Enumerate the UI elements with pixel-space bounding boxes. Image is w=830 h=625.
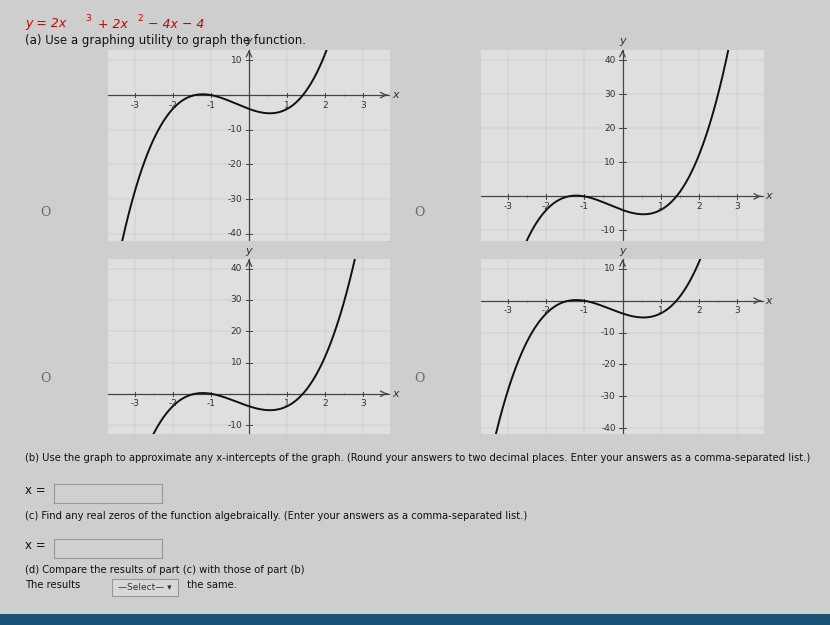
Text: -1: -1 — [580, 202, 588, 211]
Text: y: y — [619, 36, 626, 46]
Text: 2: 2 — [696, 202, 701, 211]
Text: (b) Use the graph to approximate any x-intercepts of the graph. (Round your answ: (b) Use the graph to approximate any x-i… — [25, 453, 810, 463]
Text: -3: -3 — [130, 399, 139, 408]
Text: -40: -40 — [227, 229, 242, 238]
Text: 2: 2 — [696, 306, 701, 315]
Text: (a) Use a graphing utility to graph the function.: (a) Use a graphing utility to graph the … — [25, 34, 306, 48]
Text: O: O — [41, 206, 51, 219]
Text: -10: -10 — [227, 125, 242, 134]
Text: 30: 30 — [231, 296, 242, 304]
Text: y: y — [619, 246, 626, 256]
Text: x: x — [765, 296, 772, 306]
Text: x: x — [765, 191, 772, 201]
Text: (c) Find any real zeros of the function algebraically. (Enter your answers as a : (c) Find any real zeros of the function … — [25, 511, 527, 521]
Text: O: O — [414, 206, 424, 219]
Text: -20: -20 — [227, 160, 242, 169]
Text: y: y — [246, 246, 252, 256]
Text: 2: 2 — [323, 101, 328, 110]
Text: + 2x: + 2x — [94, 18, 128, 31]
Text: x: x — [392, 90, 398, 100]
Text: -2: -2 — [542, 306, 550, 315]
Text: -2: -2 — [542, 202, 550, 211]
Text: 1: 1 — [657, 306, 663, 315]
Text: 10: 10 — [604, 158, 616, 167]
Text: x =: x = — [25, 539, 46, 552]
Text: 1: 1 — [284, 101, 290, 110]
Text: y: y — [246, 36, 252, 46]
Text: 3: 3 — [85, 14, 91, 22]
Text: -2: -2 — [168, 101, 177, 110]
Text: the same.: the same. — [184, 580, 237, 590]
Text: 40: 40 — [231, 264, 242, 273]
Text: 3: 3 — [360, 399, 366, 408]
Text: The results: The results — [25, 580, 83, 590]
Text: -30: -30 — [227, 194, 242, 204]
Text: 1: 1 — [657, 202, 663, 211]
Text: -10: -10 — [601, 328, 616, 337]
Text: x: x — [392, 389, 398, 399]
Text: 10: 10 — [231, 56, 242, 65]
Text: 20: 20 — [231, 327, 242, 336]
Text: -1: -1 — [580, 306, 588, 315]
Text: 3: 3 — [734, 202, 740, 211]
Text: 10: 10 — [604, 264, 616, 273]
Text: -3: -3 — [504, 202, 513, 211]
Text: y = 2x: y = 2x — [25, 18, 66, 31]
Text: -3: -3 — [504, 306, 513, 315]
Text: − 4x − 4: − 4x − 4 — [144, 18, 204, 31]
Text: -30: -30 — [601, 392, 616, 401]
Text: -2: -2 — [168, 399, 177, 408]
Text: -20: -20 — [601, 360, 616, 369]
Text: 30: 30 — [604, 90, 616, 99]
Text: 3: 3 — [734, 306, 740, 315]
Text: 10: 10 — [231, 358, 242, 367]
Text: -1: -1 — [207, 101, 215, 110]
Text: (d) Compare the results of part (c) with those of part (b): (d) Compare the results of part (c) with… — [25, 565, 305, 575]
Text: -10: -10 — [227, 421, 242, 429]
Text: -3: -3 — [130, 101, 139, 110]
Text: 1: 1 — [284, 399, 290, 408]
Text: O: O — [414, 372, 424, 384]
Text: 2: 2 — [323, 399, 328, 408]
Text: 2: 2 — [137, 14, 143, 22]
Text: -40: -40 — [601, 424, 616, 432]
Text: —Select— ▾: —Select— ▾ — [119, 583, 172, 592]
Text: 40: 40 — [604, 56, 616, 65]
Text: 20: 20 — [604, 124, 616, 132]
Text: x =: x = — [25, 484, 46, 498]
Text: -1: -1 — [207, 399, 215, 408]
Text: -10: -10 — [601, 226, 616, 235]
Text: O: O — [41, 372, 51, 384]
Text: 3: 3 — [360, 101, 366, 110]
